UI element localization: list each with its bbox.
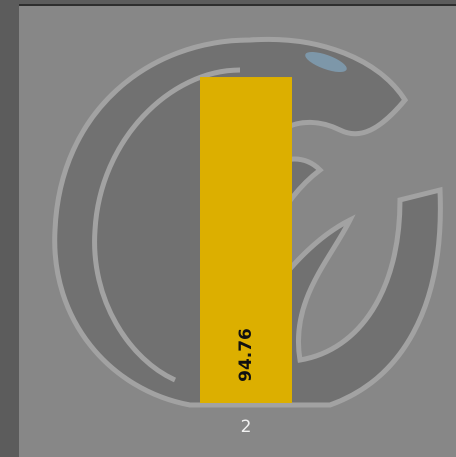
logo-eye <box>305 52 347 72</box>
x-tick-label: 2 <box>241 417 252 437</box>
bar <box>200 77 292 403</box>
logo-inner-line <box>92 67 241 383</box>
value-label: 94.76 <box>236 328 256 382</box>
